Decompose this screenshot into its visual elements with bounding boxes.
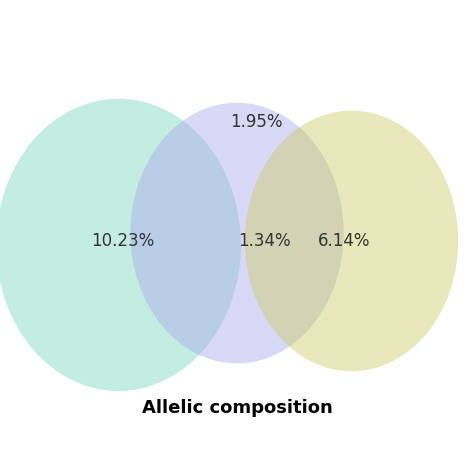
Text: 1.34%: 1.34%	[238, 232, 291, 250]
Ellipse shape	[0, 99, 241, 391]
Text: 1.95%: 1.95%	[230, 113, 283, 131]
Text: 6.14%: 6.14%	[318, 232, 370, 250]
Ellipse shape	[130, 103, 344, 364]
Text: 10.23%: 10.23%	[91, 232, 154, 250]
Text: Allelic composition: Allelic composition	[142, 399, 332, 417]
Ellipse shape	[245, 110, 458, 371]
